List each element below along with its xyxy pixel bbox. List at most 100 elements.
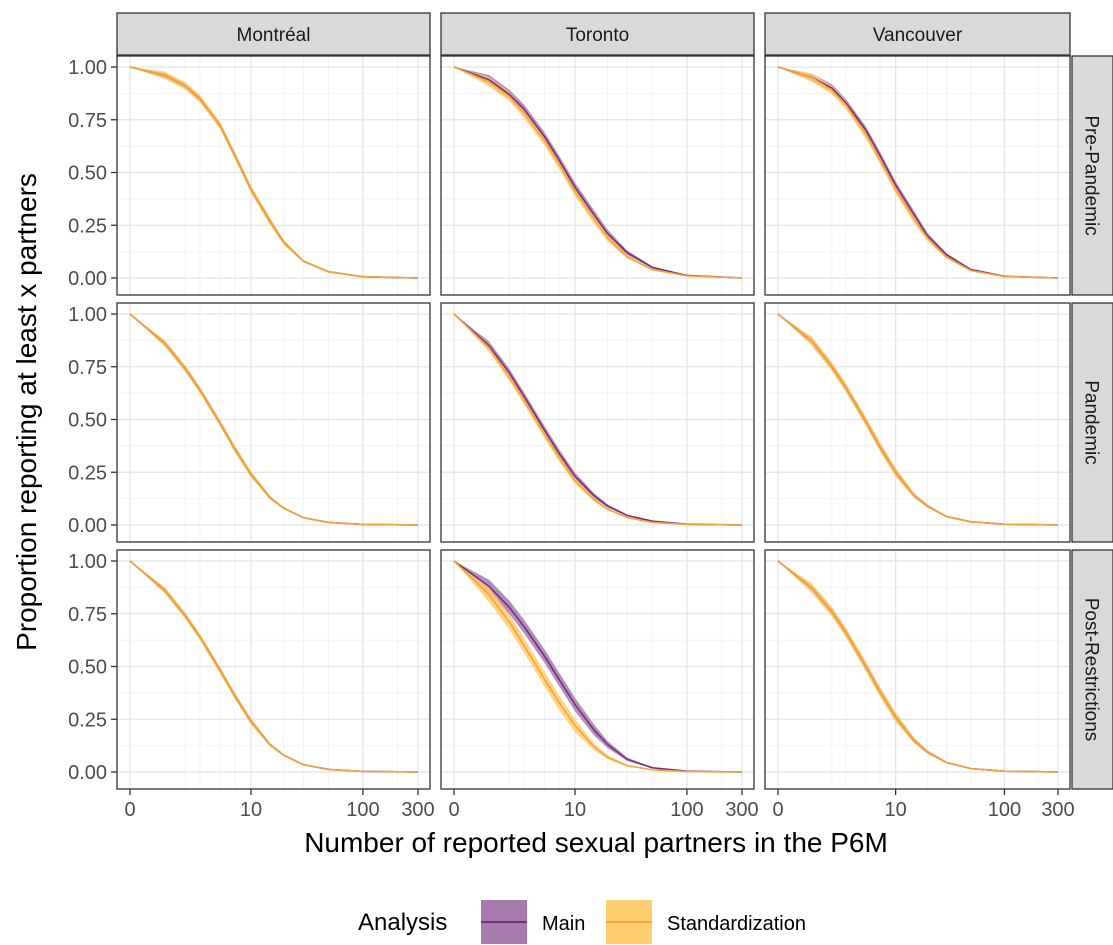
panel-data — [777, 560, 1059, 773]
y-tick-label: 1.00 — [68, 57, 107, 79]
strip-toronto: Toronto — [440, 12, 755, 56]
y-tick-label: 0.00 — [68, 515, 107, 537]
legend-label-main: Main — [542, 913, 585, 935]
panel-border — [116, 302, 431, 543]
strips-layer: Montréal Toronto Vancouver Pre-Pandemic Pand… — [116, 12, 1113, 790]
legend: Analysis Main Standardization — [358, 900, 806, 944]
y-tick-label: 0.50 — [68, 657, 107, 679]
panel-background — [117, 550, 430, 789]
line-standardization — [453, 313, 743, 526]
strip-post-restrictions: Post-Restrictions — [1071, 549, 1113, 790]
panel-data — [453, 560, 743, 773]
x-tick-label: 10 — [240, 799, 262, 821]
x-tick-label: 300 — [725, 799, 758, 821]
y-tick-label: 0.75 — [68, 110, 107, 132]
panel-background — [441, 303, 754, 542]
panel-data — [453, 313, 743, 526]
strip-label: Pre-Pandemic — [1081, 115, 1102, 235]
y-tick-label: 1.00 — [68, 304, 107, 326]
strip-vancouver: Vancouver — [764, 12, 1071, 56]
panel-toronto-pre-pandemic — [440, 55, 755, 296]
y-tick-label: 0.75 — [68, 604, 107, 626]
strip-background — [1071, 302, 1113, 543]
x-tick-label: 100 — [346, 799, 379, 821]
x-tick-label: 300 — [1041, 799, 1074, 821]
strip-label: Montréal — [237, 25, 311, 46]
x-tick-label: 0 — [448, 799, 459, 821]
panel-border — [764, 302, 1071, 543]
line-standardization — [129, 313, 419, 526]
panel-vancouver-pandemic — [764, 302, 1071, 543]
line-standardization — [777, 313, 1059, 526]
panel-data — [453, 66, 743, 279]
y-tick-label: 0.25 — [68, 462, 107, 484]
x-tick-label: 10 — [885, 799, 907, 821]
ci-band-standardization — [778, 561, 1058, 772]
y-tick-label: 0.75 — [68, 357, 107, 379]
legend-label-standardization: Standardization — [667, 913, 806, 935]
panel-data — [129, 560, 419, 773]
y-tick-label: 0.00 — [68, 762, 107, 784]
panel-background — [765, 56, 1070, 295]
panel-border — [440, 302, 755, 543]
panel-border — [764, 55, 1071, 296]
line-main — [453, 66, 743, 279]
y-tick-label: 0.25 — [68, 215, 107, 237]
x-tick-label: 10 — [564, 799, 586, 821]
panel-border — [440, 549, 755, 790]
strip-background — [1071, 549, 1113, 790]
panel-data — [777, 313, 1059, 526]
x-tick-label: 100 — [988, 799, 1021, 821]
y-tick-label: 0.50 — [68, 410, 107, 432]
panel-background — [441, 56, 754, 295]
line-main — [777, 66, 1059, 279]
strip-montreal: Montréal — [116, 12, 431, 56]
line-standardization — [777, 560, 1059, 773]
line-main — [453, 560, 743, 773]
y-tick-label: 1.00 — [68, 551, 107, 573]
line-standardization — [453, 66, 743, 279]
x-tick-label: 0 — [124, 799, 135, 821]
strip-label: Vancouver — [873, 25, 963, 46]
panel-vancouver-post-restrictions — [764, 549, 1071, 790]
axes-layer: 0.00 0.25 0.50 0.75 1.00 0.00 0.25 0.50 0.75 1.00… — [68, 57, 1075, 821]
panel-data — [777, 66, 1059, 279]
line-standardization — [129, 66, 419, 279]
x-tick-label: 100 — [670, 799, 703, 821]
panel-montreal-pandemic — [116, 302, 431, 543]
strip-background — [764, 12, 1071, 56]
x-tick-label: 300 — [401, 799, 434, 821]
panel-border — [440, 55, 755, 296]
panel-vancouver-pre-pandemic — [764, 55, 1071, 296]
strip-pre-pandemic: Pre-Pandemic — [1071, 55, 1113, 296]
legend-title: Analysis — [358, 909, 447, 936]
strip-label: Toronto — [566, 25, 629, 46]
y-tick-label: 0.25 — [68, 709, 107, 731]
panel-border — [116, 55, 431, 296]
panel-montreal-pre-pandemic — [116, 55, 431, 296]
ci-band-standardization — [454, 67, 742, 278]
line-main — [453, 313, 743, 526]
strip-pandemic: Pandemic — [1071, 302, 1113, 543]
y-tick-label: 0.50 — [68, 163, 107, 185]
panel-border — [764, 549, 1071, 790]
panel-background — [117, 56, 430, 295]
panel-border — [116, 549, 431, 790]
panel-toronto-post-restrictions — [440, 549, 755, 790]
panels-layer — [116, 55, 1071, 790]
strip-label: Pandemic — [1081, 380, 1102, 465]
strip-background — [440, 12, 755, 56]
strip-label: Post-Restrictions — [1081, 598, 1102, 742]
line-standardization — [129, 560, 419, 773]
panel-background — [117, 303, 430, 542]
line-standardization — [777, 66, 1059, 279]
strip-background — [116, 12, 431, 56]
panel-montreal-post-restrictions — [116, 549, 431, 790]
y-axis-title: Proportion reporting at least x partners — [11, 173, 42, 651]
ci-band-standardization — [778, 314, 1058, 525]
strip-background — [1071, 55, 1113, 296]
x-tick-label: 0 — [772, 799, 783, 821]
panel-data — [129, 66, 419, 279]
x-axis-title: Number of reported sexual partners in th… — [304, 827, 888, 858]
